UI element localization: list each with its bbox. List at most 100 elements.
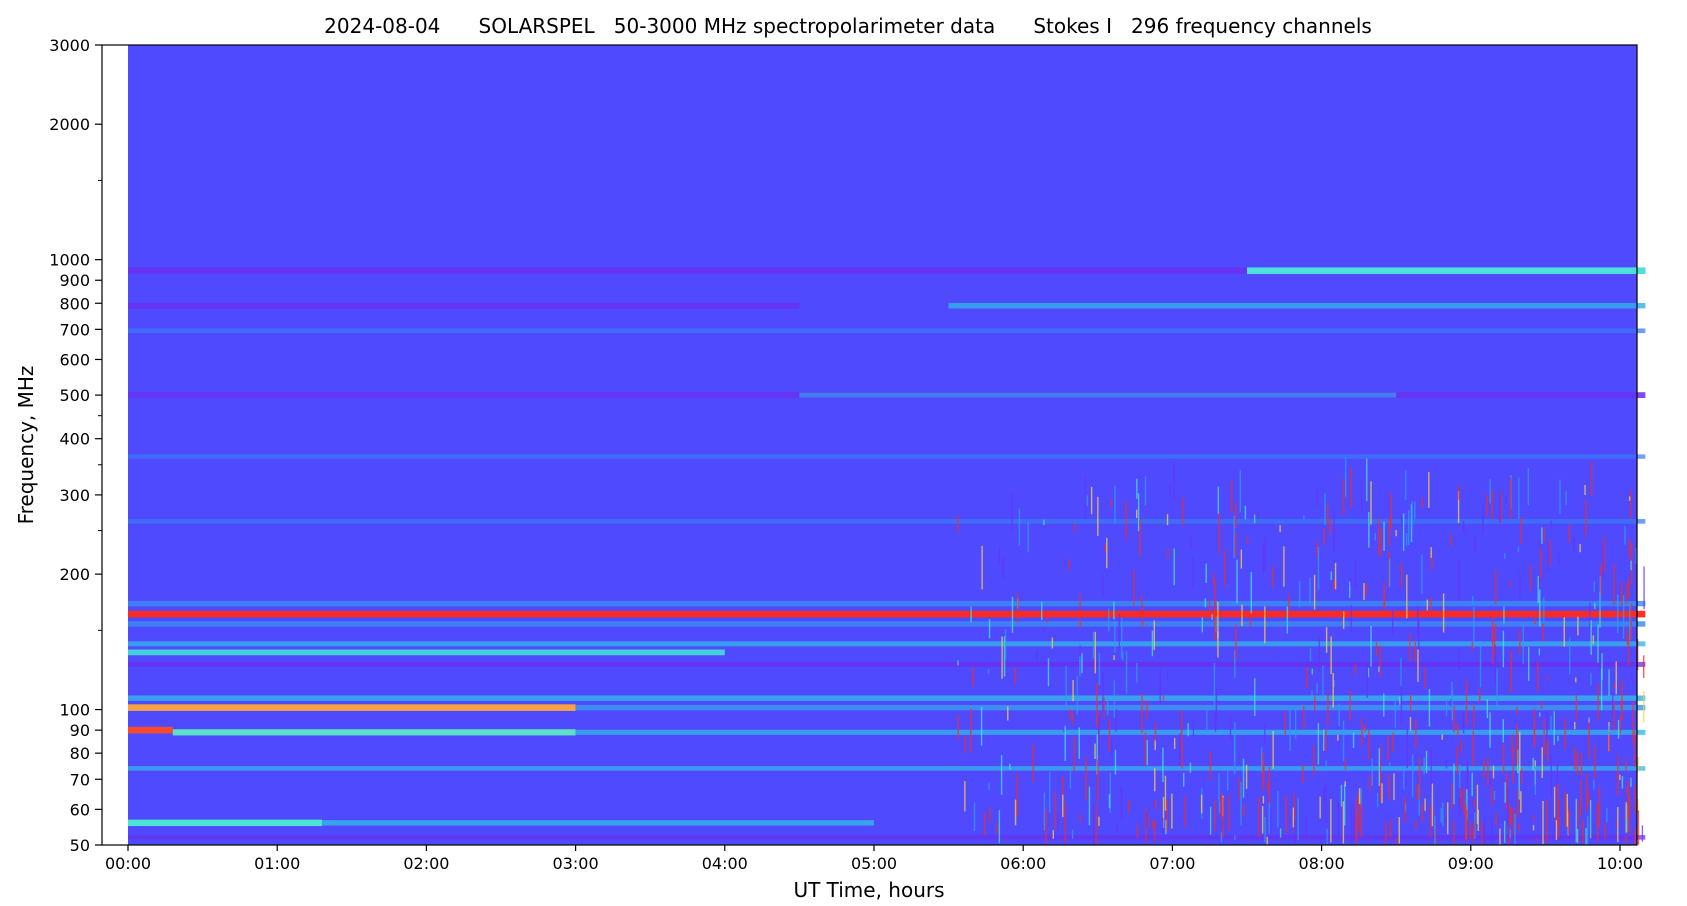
noise-burst	[1516, 706, 1518, 715]
noise-burst	[1409, 634, 1411, 661]
noise-burst	[1414, 501, 1416, 520]
noise-burst	[1288, 594, 1290, 619]
noise-burst	[1491, 786, 1493, 806]
noise-burst	[1505, 774, 1508, 810]
noise-burst	[1608, 669, 1610, 696]
noise-burst	[1608, 725, 1610, 736]
noise-burst	[1085, 757, 1087, 801]
x-tick-label: 09:00	[1448, 854, 1494, 873]
noise-burst	[973, 802, 976, 831]
noise-burst	[1264, 724, 1266, 744]
noise-burst	[1317, 722, 1320, 765]
noise-burst	[1630, 603, 1632, 640]
noise-burst	[1406, 728, 1408, 769]
noise-burst	[1393, 773, 1395, 801]
noise-burst	[1125, 502, 1127, 540]
noise-burst	[1162, 747, 1164, 783]
noise-burst	[1097, 496, 1099, 536]
noise-burst	[1543, 596, 1545, 623]
noise-burst	[1189, 762, 1192, 773]
noise-burst	[1108, 718, 1111, 752]
noise-burst	[1502, 719, 1504, 743]
noise-burst	[1553, 786, 1556, 818]
noise-burst	[1491, 818, 1493, 845]
noise-burst	[1145, 808, 1147, 844]
noise-burst	[980, 706, 983, 746]
noise-burst	[1632, 701, 1634, 744]
noise-burst	[1489, 478, 1491, 504]
noise-burst	[1599, 651, 1601, 673]
noise-burst	[988, 619, 991, 639]
noise-burst	[1206, 706, 1208, 732]
noise-burst	[1169, 484, 1171, 496]
noise-burst	[1604, 824, 1606, 840]
noise-burst	[1499, 828, 1501, 845]
noise-burst	[1190, 536, 1192, 549]
noise-burst	[1592, 635, 1595, 645]
noise-burst	[1337, 734, 1339, 741]
noise-burst	[1352, 732, 1355, 748]
noise-burst	[1589, 800, 1592, 839]
y-tick-label: 80	[70, 744, 90, 763]
noise-burst	[1073, 523, 1076, 532]
noise-burst	[1474, 812, 1476, 839]
noise-burst	[1173, 738, 1176, 749]
noise-burst	[1254, 678, 1256, 717]
noise-burst	[1215, 616, 1217, 633]
noise-burst	[1510, 651, 1512, 693]
noise-burst	[1458, 485, 1460, 500]
band-24	[128, 835, 1646, 840]
noise-burst	[1240, 782, 1242, 826]
noise-burst	[1235, 624, 1237, 660]
y-axis-label: Frequency, MHz	[14, 366, 38, 525]
noise-burst	[1487, 758, 1489, 786]
noise-burst	[1181, 710, 1183, 750]
noise-burst	[1394, 696, 1397, 729]
noise-burst	[1165, 820, 1167, 835]
y-tick-label: 600	[59, 350, 90, 369]
noise-burst	[1316, 542, 1319, 557]
noise-burst	[1629, 489, 1632, 519]
noise-burst	[1496, 668, 1498, 708]
noise-burst	[1450, 699, 1452, 707]
noise-burst	[1594, 603, 1596, 609]
noise-burst	[1529, 564, 1532, 590]
noise-burst	[1573, 538, 1575, 554]
noise-burst	[1016, 773, 1019, 817]
band-10	[128, 610, 1646, 618]
noise-burst	[1062, 794, 1064, 818]
noise-burst	[1234, 721, 1236, 762]
noise-burst	[1368, 511, 1370, 548]
noise-burst	[1110, 738, 1113, 757]
noise-burst	[1418, 620, 1420, 660]
noise-burst	[1541, 747, 1543, 779]
y-tick-label: 100	[59, 701, 90, 720]
noise-burst	[1434, 825, 1437, 844]
noise-burst	[1456, 745, 1459, 774]
noise-burst	[1510, 807, 1513, 825]
noise-burst	[1226, 771, 1229, 791]
band-22	[128, 819, 322, 827]
noise-burst	[1121, 618, 1123, 659]
noise-burst	[1136, 662, 1138, 683]
noise-burst	[1262, 795, 1265, 804]
noise-burst	[1471, 641, 1474, 651]
noise-burst	[957, 660, 959, 666]
noise-burst	[1398, 817, 1400, 844]
noise-burst	[1619, 774, 1621, 780]
noise-burst	[1096, 734, 1098, 775]
noise-burst	[1144, 732, 1147, 765]
noise-burst	[1473, 606, 1475, 648]
noise-burst	[1400, 563, 1403, 588]
frequency-bands	[128, 267, 1646, 840]
band-11	[128, 621, 1646, 627]
noise-burst	[1294, 707, 1297, 740]
noise-burst	[1518, 822, 1520, 831]
noise-burst	[1527, 467, 1530, 506]
noise-burst	[1093, 804, 1095, 845]
noise-burst	[1154, 767, 1156, 792]
noise-burst	[1260, 747, 1263, 772]
noise-burst	[1159, 667, 1161, 704]
noise-burst	[1539, 589, 1541, 627]
noise-burst	[1533, 708, 1536, 743]
